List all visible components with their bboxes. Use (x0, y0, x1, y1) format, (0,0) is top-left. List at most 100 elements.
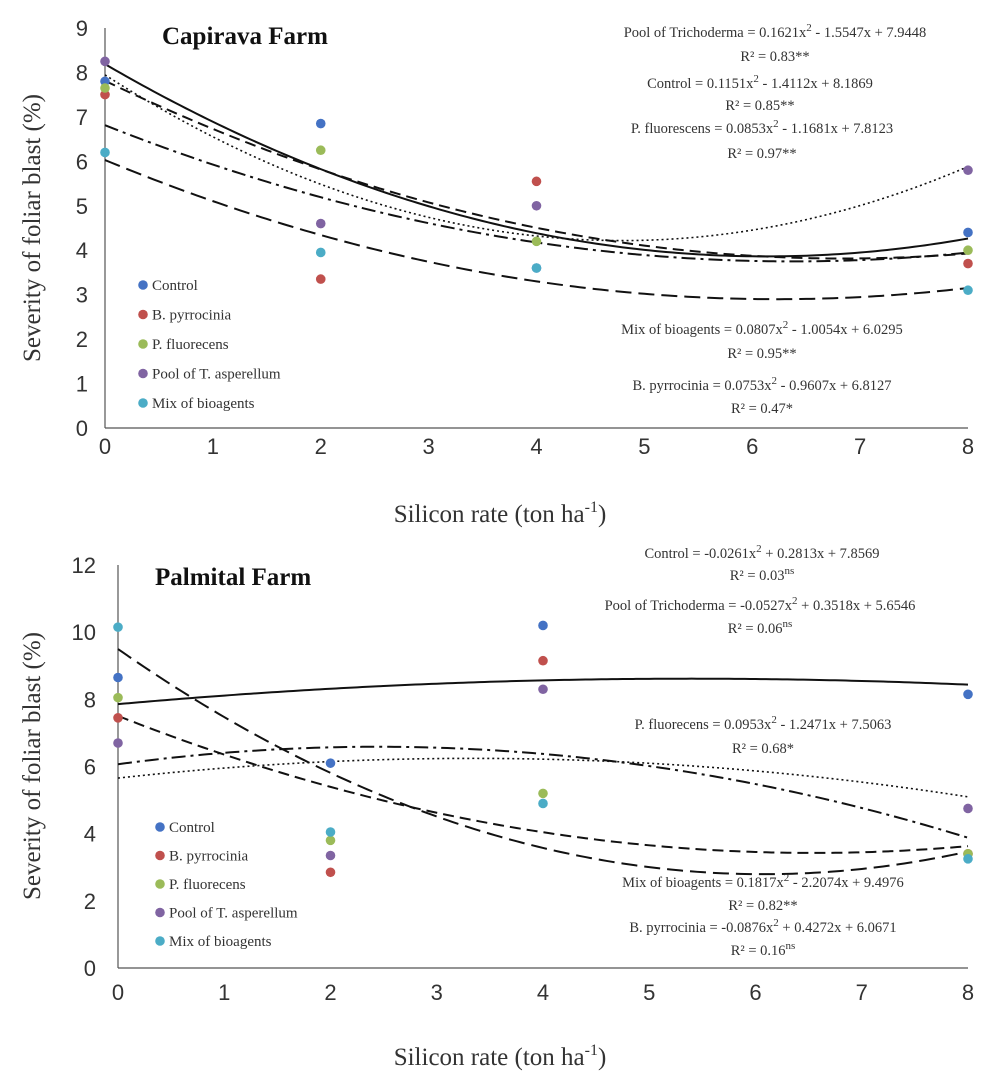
palmital-equation-label: Control = -0.0261x2 + 0.2813x + 7.8569 (644, 543, 879, 562)
palmital-x-tick-label: 7 (856, 980, 868, 1005)
legend-label: Control (152, 278, 198, 294)
palmital-y-tick-label: 2 (84, 889, 96, 914)
palmital-x-axis-title: Silicon rate (ton ha-1) (394, 1042, 607, 1071)
capirava-equation-label: P. fluorescens = 0.0853x2 - 1.1681x + 7.… (631, 118, 893, 137)
legend-marker (155, 879, 165, 889)
palmital-y-tick-label: 12 (72, 553, 96, 578)
capirava-point-p-fluorecens (100, 83, 110, 93)
capirava-x-axis-title: Silicon rate (ton ha-1) (394, 499, 607, 528)
palmital-point-b-pyrrocinia (538, 655, 548, 666)
legend-label: B. pyrrocinia (152, 308, 231, 324)
palmital-y-axis-title: Severity of foliar blast (%) (19, 632, 46, 900)
palmital-y-tick-label: 8 (84, 687, 96, 712)
palmital-point-pool-of-t-asperellum (538, 684, 548, 695)
capirava-point-pool-of-t-asperellum (315, 218, 326, 229)
capirava-point-control (100, 76, 110, 87)
palmital-point-b-pyrrocinia (325, 867, 336, 878)
palmital-point-control (325, 758, 336, 768)
legend-marker (138, 280, 148, 290)
palmital-fit-curve-pool-of-t-asperellum (117, 757, 969, 798)
palmital-y-tick-label: 4 (84, 822, 96, 847)
capirava-y-tick-label: 7 (76, 105, 88, 130)
palmital-equation-label: Mix of bioagents = 0.1817x2 - 2.2074x + … (622, 872, 904, 891)
palmital-point-mix-of-bioagents (963, 854, 973, 864)
palmital-x-tick-label: 8 (962, 980, 974, 1005)
palmital-legend-item-control: Control (155, 820, 215, 836)
palmital-equation-label: P. fluorecens = 0.0953x2 - 1.2471x + 7.5… (635, 714, 892, 733)
legend-label: Control (169, 820, 215, 836)
capirava-y-tick-label: 0 (76, 416, 88, 441)
palmital-point-pool-of-t-asperellum (963, 803, 973, 814)
palmital-point-p-fluorecens (325, 835, 336, 846)
palmital-x-tick-label: 5 (643, 980, 655, 1005)
palmital-y-tick-label: 10 (72, 620, 96, 645)
capirava-r-squared-label: R² = 0.85** (725, 98, 794, 114)
capirava-r-squared-label: R² = 0.95** (727, 346, 796, 362)
palmital-x-tick-label: 6 (749, 980, 761, 1005)
palmital-legend-item-pool-of-t-asperellum: Pool of T. asperellum (155, 906, 298, 922)
legend-marker (138, 309, 148, 320)
capirava-point-pool-of-t-asperellum (963, 165, 973, 176)
capirava-chart-panel: 0 1 2 3 4 5 6 7 8 9 0 1 2 3 4 5 6 7 8 Silicon rate (ton ha-… (19, 16, 974, 528)
capirava-panel-title: Capirava Farm (162, 23, 328, 50)
legend-marker (155, 936, 165, 946)
legend-label: P. fluorecens (152, 337, 229, 353)
capirava-r-squared-label: R² = 0.47* (731, 401, 793, 417)
palmital-y-tick-label: 0 (84, 956, 96, 981)
capirava-point-control (315, 118, 326, 129)
capirava-point-pool-of-t-asperellum (100, 56, 110, 67)
palmital-r-squared-label: R² = 0.68* (732, 741, 794, 757)
palmital-legend-item-b-pyrrocinia: B. pyrrocinia (155, 849, 248, 865)
capirava-fit-curve-p-fluorecens (104, 79, 969, 260)
legend-label: Pool of T. asperellum (169, 906, 298, 922)
capirava-point-mix-of-bioagents (963, 285, 973, 296)
palmital-x-tick-label: 1 (218, 980, 230, 1005)
capirava-y-tick-label: 5 (76, 194, 88, 219)
capirava-equation-label: B. pyrrocinia = 0.0753x2 - 0.9607x + 6.8… (632, 375, 891, 394)
capirava-equation-label: Control = 0.1151x2 - 1.4112x + 8.1869 (647, 73, 873, 92)
palmital-point-b-pyrrocinia (113, 713, 123, 723)
legend-marker (155, 822, 165, 832)
legend-label: Mix of bioagents (152, 396, 255, 412)
palmital-r-squared-label: R² = 0.16ns (731, 940, 796, 959)
capirava-equation-label: Mix of bioagents = 0.0807x2 - 1.0054x + … (621, 319, 903, 338)
palmital-legend-item-p-fluorecens: P. fluorecens (155, 877, 246, 893)
legend-marker (155, 907, 165, 918)
capirava-x-tick-label: 7 (854, 434, 866, 459)
palmital-point-p-fluorecens (113, 692, 123, 703)
palmital-point-pool-of-t-asperellum (325, 850, 336, 861)
legend-marker (155, 850, 165, 861)
palmital-x-tick-label: 3 (431, 980, 443, 1005)
capirava-point-b-pyrrocinia (100, 89, 110, 100)
capirava-legend-item-b-pyrrocinia: B. pyrrocinia (138, 308, 231, 324)
capirava-fit-curve-b-pyrrocinia (104, 124, 969, 263)
palmital-r-squared-label: R² = 0.03ns (730, 565, 795, 584)
capirava-r-squared-label: R² = 0.97** (727, 146, 796, 162)
palmital-panel-title: Palmital Farm (155, 564, 311, 591)
palmital-fit-curve-b-pyrrocinia (117, 745, 969, 839)
capirava-y-axis-title: Severity of foliar blast (%) (19, 94, 46, 362)
capirava-y-tick-label: 6 (76, 149, 88, 174)
palmital-equation-label: Pool of Trichoderma = -0.0527x2 + 0.3518… (605, 595, 916, 614)
legend-marker (138, 339, 148, 349)
capirava-x-tick-label: 3 (423, 434, 435, 459)
capirava-point-mix-of-bioagents (531, 263, 542, 273)
capirava-legend-item-control: Control (138, 278, 198, 294)
palmital-point-mix-of-bioagents (538, 798, 548, 809)
legend-marker (138, 368, 148, 379)
capirava-y-tick-label: 2 (76, 327, 88, 352)
capirava-y-tick-label: 8 (76, 60, 88, 85)
legend-label: Mix of bioagents (169, 934, 272, 950)
capirava-x-tick-label: 0 (99, 434, 111, 459)
palmital-point-mix-of-bioagents (325, 827, 336, 837)
palmital-r-squared-label: R² = 0.82** (728, 898, 797, 914)
capirava-point-mix-of-bioagents (315, 247, 326, 258)
capirava-legend-item-mix-of-bioagents: Mix of bioagents (138, 396, 255, 412)
capirava-x-tick-label: 6 (746, 434, 758, 459)
palmital-legend-item-mix-of-bioagents: Mix of bioagents (155, 934, 272, 950)
capirava-point-b-pyrrocinia (963, 258, 973, 269)
palmital-x-tick-label: 4 (537, 980, 549, 1005)
palmital-point-control (538, 620, 548, 631)
